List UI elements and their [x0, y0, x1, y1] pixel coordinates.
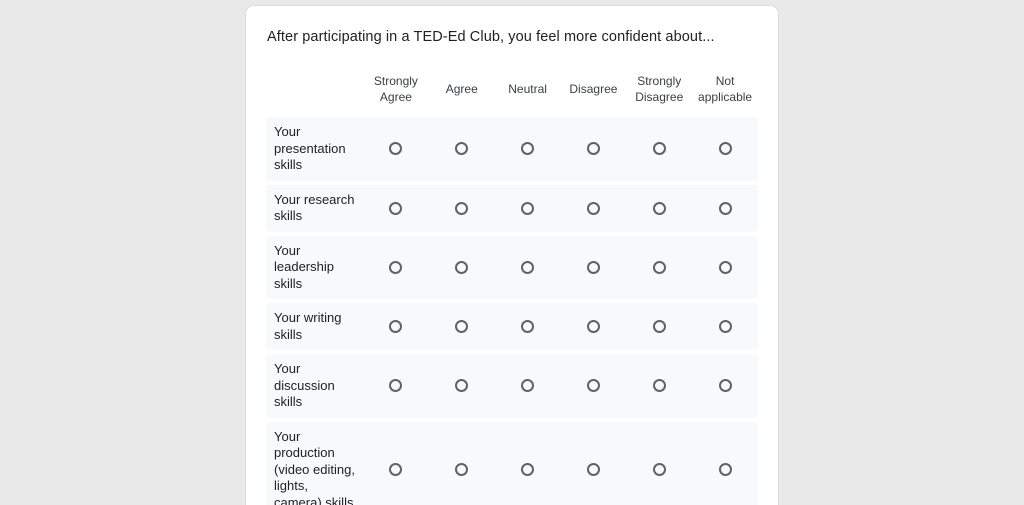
radio-button[interactable]	[652, 201, 666, 215]
radio-cell	[363, 422, 429, 505]
radio-button[interactable]	[455, 320, 469, 333]
radio-button[interactable]	[521, 379, 535, 393]
radio-button[interactable]	[455, 463, 469, 477]
grid-rows-container: Your presentation skills Your research sk…	[266, 117, 758, 505]
radio-cell	[495, 185, 561, 232]
radio-cell	[363, 354, 429, 418]
grid-row-5: Your discussion skills	[266, 354, 758, 418]
radio-button[interactable]	[718, 260, 732, 274]
question-title: After participating in a TED-Ed Club, yo…	[267, 29, 715, 45]
row-label: Your research skills	[274, 191, 355, 224]
question-card: After participating in a TED-Ed Club, yo…	[245, 5, 779, 505]
radio-cell	[692, 354, 758, 418]
radio-button[interactable]	[389, 463, 403, 477]
radio-button[interactable]	[652, 142, 666, 156]
column-header-6: Not applicable	[698, 74, 753, 104]
column-header-2: Agree	[445, 82, 478, 96]
row-label: Your presentation skills	[274, 124, 346, 172]
likert-grid: Strongly Agree Agree Neutral Disagree Strong…	[266, 61, 758, 505]
radio-button[interactable]	[521, 260, 535, 274]
radio-button[interactable]	[455, 142, 469, 156]
radio-cell	[495, 354, 561, 418]
radio-cell	[429, 236, 495, 300]
radio-button[interactable]	[455, 260, 469, 274]
radio-button[interactable]	[586, 463, 600, 477]
radio-cell	[429, 117, 495, 181]
grid-row-1: Your presentation skills	[266, 117, 758, 181]
radio-button[interactable]	[586, 320, 600, 333]
radio-button[interactable]	[586, 260, 600, 274]
radio-button[interactable]	[586, 142, 600, 156]
radio-button[interactable]	[718, 201, 732, 215]
radio-button[interactable]	[455, 379, 469, 393]
radio-button[interactable]	[521, 142, 535, 156]
radio-cell	[495, 236, 561, 300]
radio-cell	[692, 303, 758, 350]
column-header-5: Strongly Disagree	[635, 74, 684, 104]
radio-cell	[495, 422, 561, 505]
radio-button[interactable]	[521, 463, 535, 477]
radio-button[interactable]	[455, 201, 469, 215]
radio-cell	[363, 303, 429, 350]
column-header-3: Neutral	[508, 82, 547, 96]
row-label: Your leadership skills	[274, 242, 334, 291]
radio-button[interactable]	[718, 379, 732, 393]
grid-header-row: Strongly Agree Agree Neutral Disagree Strong…	[266, 61, 758, 117]
radio-cell	[561, 117, 627, 181]
radio-cell	[626, 303, 692, 350]
radio-cell	[495, 303, 561, 350]
radio-cell	[429, 422, 495, 505]
radio-cell	[561, 236, 627, 300]
radio-button[interactable]	[718, 320, 732, 333]
row-label: Your production (video editing, lights, …	[274, 428, 355, 505]
row-label: Your writing skills	[274, 310, 342, 342]
radio-cell	[429, 354, 495, 418]
grid-row-6: Your production (video editing, lights, …	[266, 421, 758, 505]
radio-cell	[692, 236, 758, 300]
radio-button[interactable]	[652, 379, 666, 393]
radio-cell	[495, 117, 561, 181]
radio-cell	[692, 185, 758, 232]
radio-button[interactable]	[521, 320, 535, 333]
radio-cell	[363, 236, 429, 300]
radio-button[interactable]	[652, 463, 666, 477]
radio-button[interactable]	[389, 201, 403, 215]
radio-cell	[363, 117, 429, 181]
radio-cell	[363, 185, 429, 232]
row-label: Your discussion skills	[274, 361, 335, 409]
grid-row-4: Your writing skills	[266, 303, 758, 350]
radio-button[interactable]	[586, 201, 600, 215]
radio-cell	[429, 303, 495, 350]
radio-button[interactable]	[718, 463, 732, 477]
radio-cell	[626, 236, 692, 300]
radio-cell	[626, 117, 692, 181]
radio-cell	[626, 354, 692, 418]
radio-cell	[692, 422, 758, 505]
radio-cell	[626, 422, 692, 505]
column-header-1: Strongly Agree	[373, 74, 418, 104]
radio-cell	[429, 185, 495, 232]
radio-button[interactable]	[389, 142, 403, 156]
grid-row-3: Your leadership skills	[266, 235, 758, 300]
radio-cell	[692, 117, 758, 181]
radio-button[interactable]	[389, 379, 403, 393]
radio-button[interactable]	[718, 142, 732, 156]
radio-button[interactable]	[389, 260, 403, 274]
radio-button[interactable]	[586, 379, 600, 393]
radio-button[interactable]	[652, 320, 666, 333]
radio-cell	[561, 354, 627, 418]
radio-button[interactable]	[389, 320, 403, 333]
radio-button[interactable]	[652, 260, 666, 274]
radio-cell	[561, 422, 627, 505]
radio-cell	[561, 303, 627, 350]
radio-cell	[626, 185, 692, 232]
grid-row-2: Your research skills	[266, 184, 758, 232]
radio-button[interactable]	[521, 201, 535, 215]
radio-cell	[561, 185, 627, 232]
column-header-4: Disagree	[569, 82, 618, 96]
